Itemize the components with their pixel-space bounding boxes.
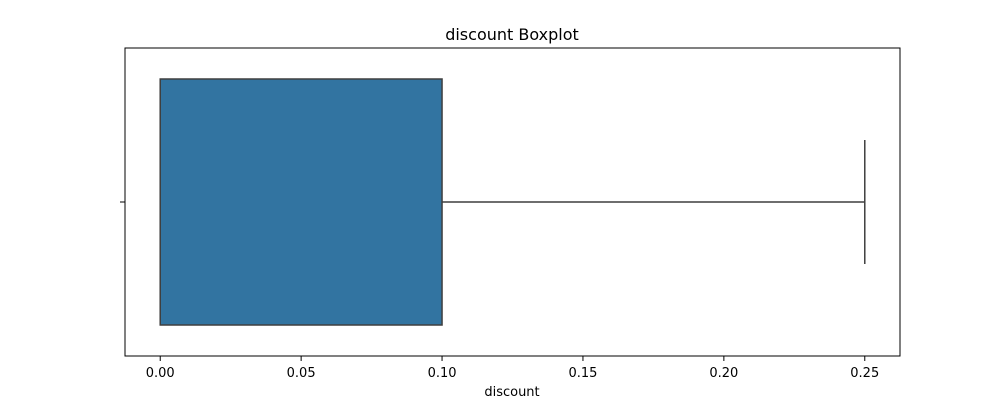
boxplot-marks <box>159 78 866 326</box>
x-tick-label: 0.05 <box>287 366 316 381</box>
x-tick-label: 0.10 <box>428 366 457 381</box>
x-axis: 0.00 0.05 0.10 0.15 0.20 0.25 <box>146 356 879 381</box>
x-tick-label: 0.00 <box>146 366 175 381</box>
x-axis-label: discount <box>484 385 539 400</box>
interquartile-box <box>159 78 443 326</box>
x-tick-label: 0.15 <box>568 366 597 381</box>
x-tick-label: 0.20 <box>709 366 738 381</box>
x-tick-label: 0.25 <box>850 366 879 381</box>
chart-title: discount Boxplot <box>445 25 579 44</box>
